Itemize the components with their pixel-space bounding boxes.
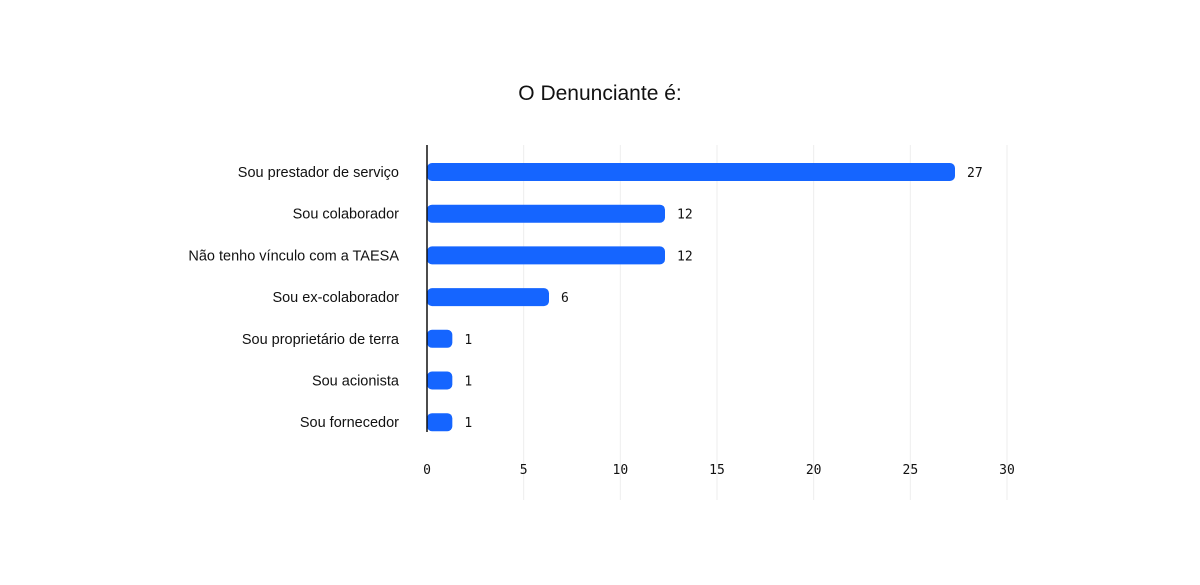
bar-sou-fornecedor: [427, 413, 453, 432]
data-labels: 27 12 12 6 1 1 1: [464, 166, 982, 431]
bar-nao-tenho-vinculo-com-a-taesa: [427, 246, 665, 265]
category-label-sou-colaborador: Sou colaborador: [293, 207, 400, 223]
x-tick-label-30: 30: [999, 463, 1015, 478]
data-label-sou-fornecedor: 1: [464, 416, 472, 431]
data-label-sou-proprietario-de-terra: 1: [464, 333, 472, 348]
x-tick-label-10: 10: [613, 463, 629, 478]
category-label-sou-fornecedor: Sou fornecedor: [300, 415, 399, 431]
x-axis-ticks: 0 5 10 15 20 25 30: [423, 463, 1015, 478]
data-label-sou-ex-colaborador: 6: [561, 291, 569, 306]
bar-sou-proprietario-de-terra: [427, 329, 453, 348]
data-label-nao-tenho-vinculo-com-a-taesa: 12: [677, 249, 693, 264]
bars: [427, 163, 955, 432]
x-tick-label-20: 20: [806, 463, 822, 478]
x-tick-label-0: 0: [423, 463, 431, 478]
category-label-sou-prestador-de-servico: Sou prestador de serviço: [238, 165, 399, 181]
category-label-sou-proprietario-de-terra: Sou proprietário de terra: [242, 332, 400, 348]
data-label-sou-acionista: 1: [464, 375, 472, 390]
category-label-sou-acionista: Sou acionista: [312, 374, 400, 390]
category-labels: Sou prestador de serviço Sou colaborador N…: [188, 165, 400, 431]
category-label-nao-tenho-vinculo-com-a-taesa: Não tenho vínculo com a TAESA: [188, 248, 399, 264]
x-tick-label-25: 25: [903, 463, 919, 478]
bar-sou-ex-colaborador: [427, 288, 549, 307]
bar-sou-acionista: [427, 371, 453, 390]
bar-sou-prestador-de-servico: [427, 163, 955, 181]
data-label-sou-prestador-de-servico: 27: [967, 166, 983, 181]
x-tick-label-5: 5: [520, 463, 528, 478]
chart-title: O Denunciante é:: [518, 82, 681, 105]
category-label-sou-ex-colaborador: Sou ex-colaborador: [272, 290, 399, 306]
bar-sou-colaborador: [427, 204, 665, 223]
gridlines: [523, 145, 1008, 500]
x-tick-label-15: 15: [709, 463, 725, 478]
data-label-sou-colaborador: 12: [677, 208, 693, 223]
